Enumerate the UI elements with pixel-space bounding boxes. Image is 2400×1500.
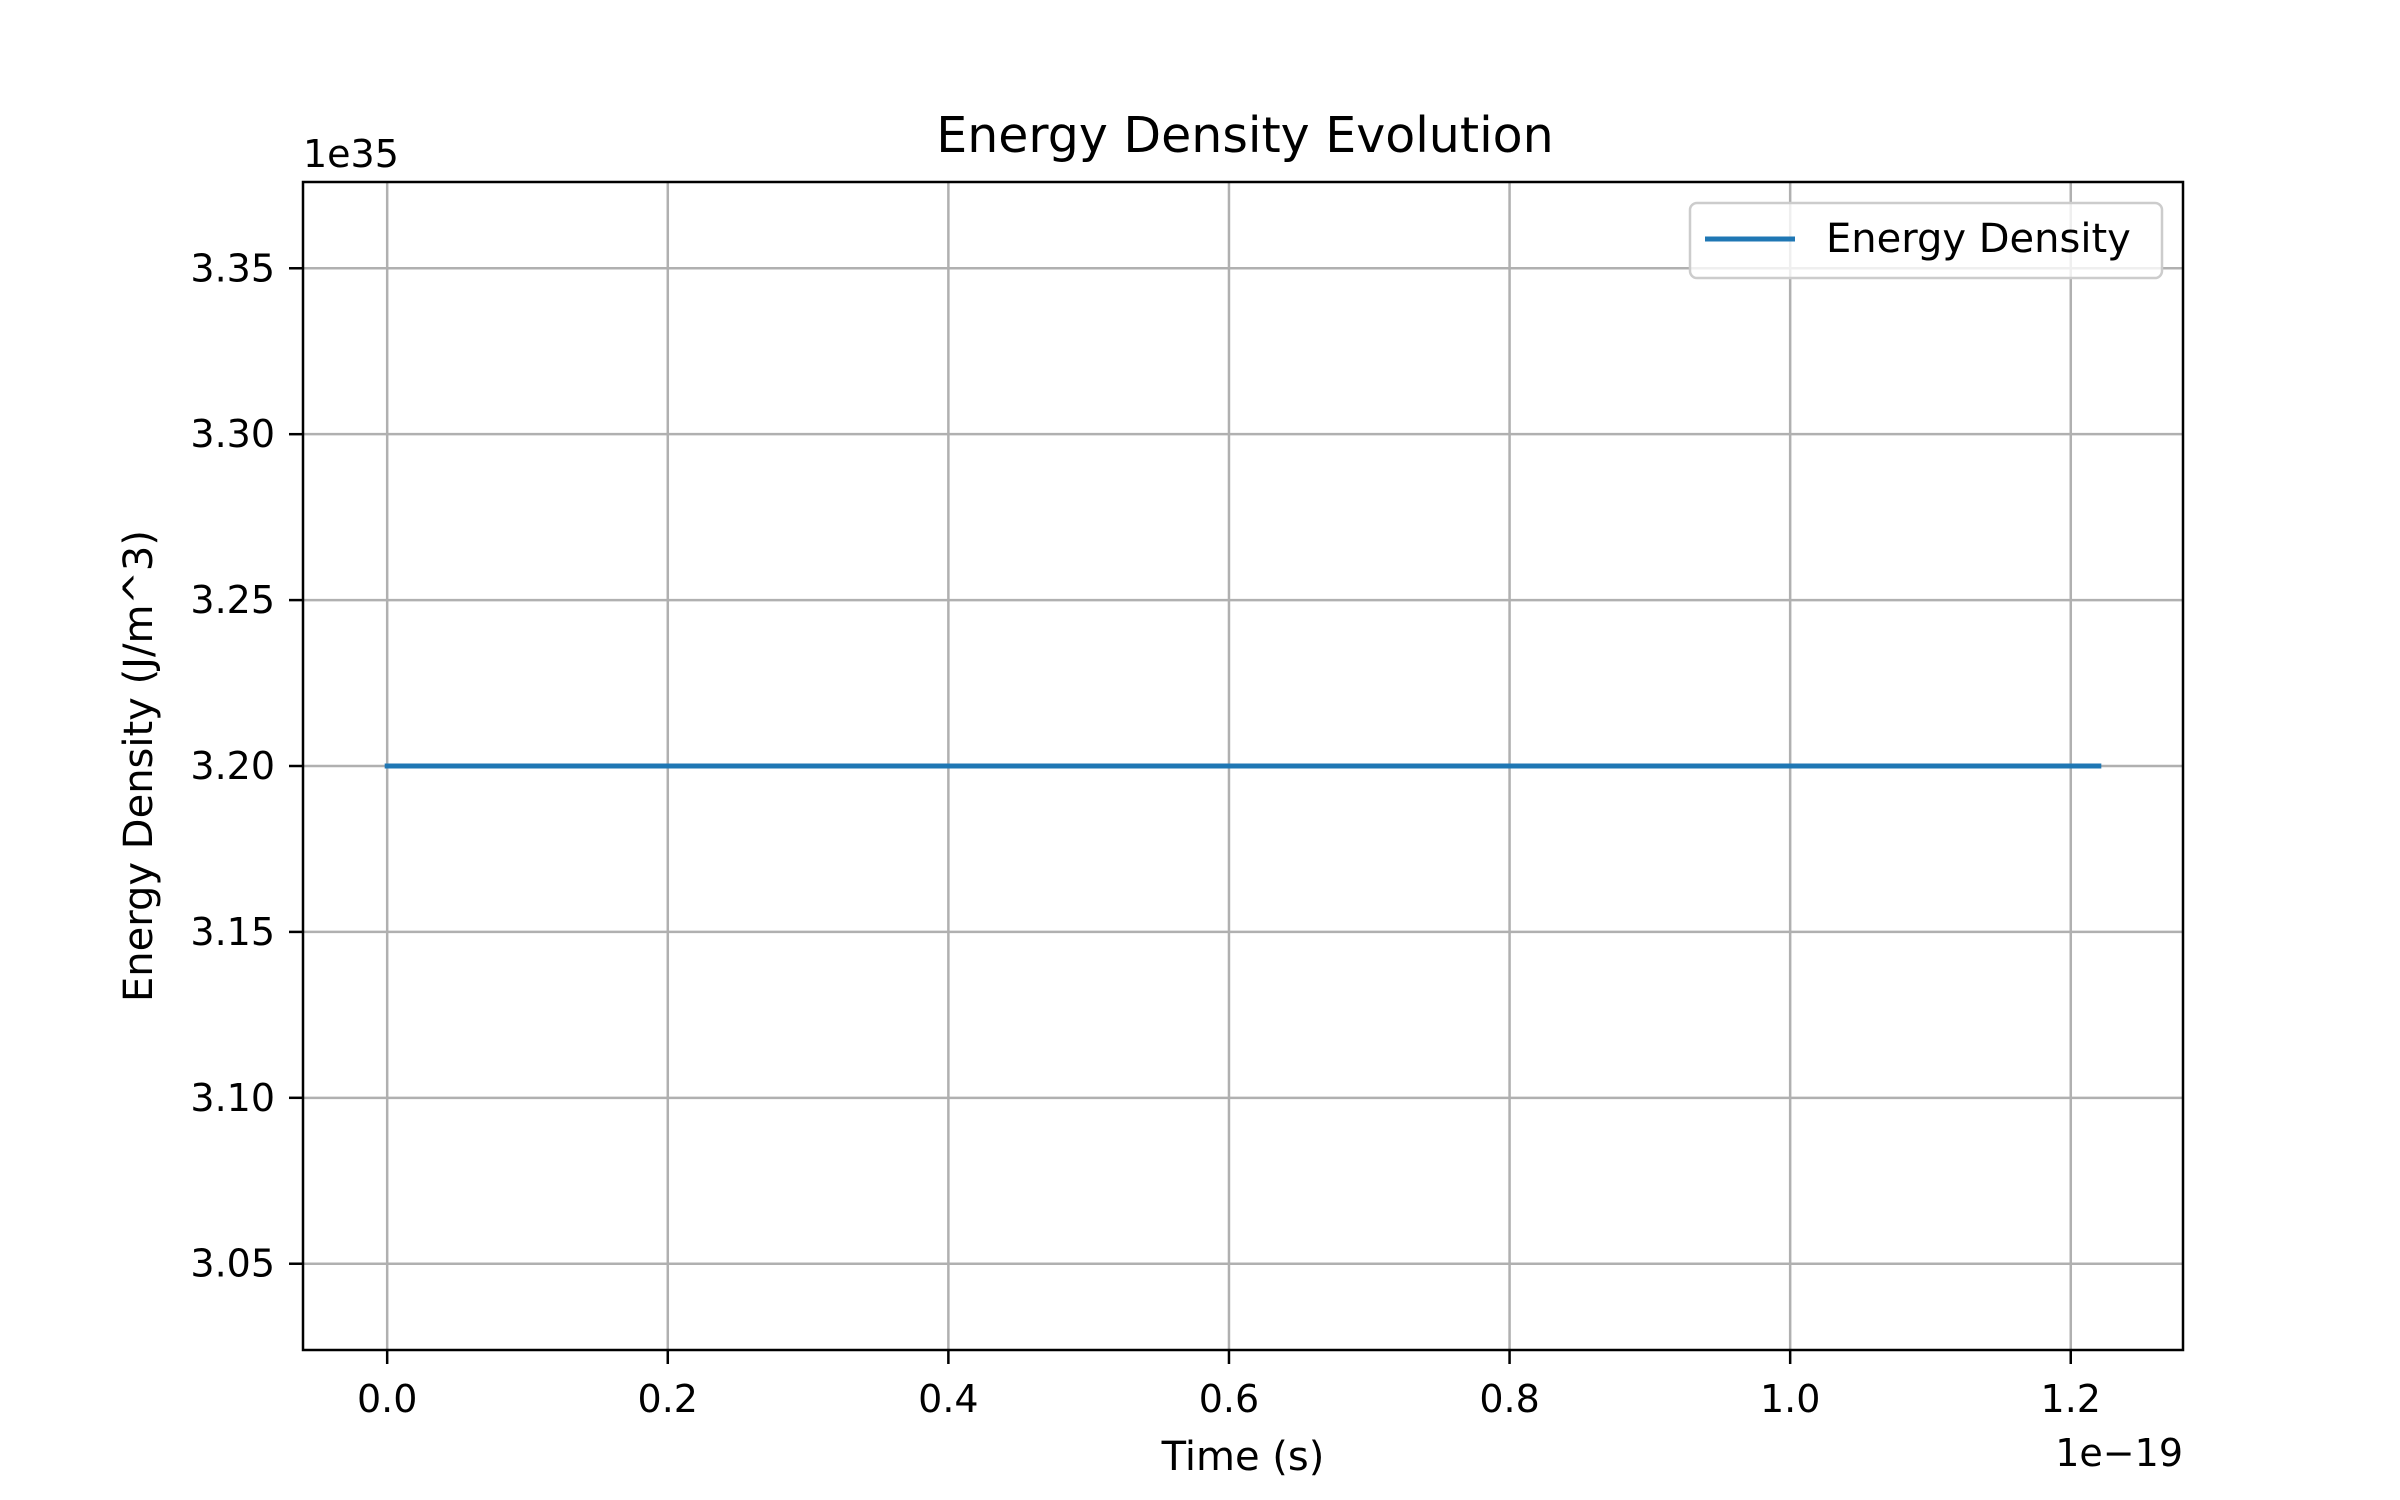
x-tick-label: 1.2 [2041,1377,2101,1421]
chart-title: Energy Density Evolution [936,107,1553,164]
y-axis-label: Energy Density (J/m^3) [116,530,162,1002]
y-tick-label: 3.30 [190,412,275,456]
y-offset-label: 1e35 [303,132,399,176]
x-tick-label: 1.0 [1760,1377,1820,1421]
x-offset-label: 1e−19 [2055,1431,2183,1475]
y-tick-label: 3.25 [190,578,275,622]
y-tick-label: 3.15 [190,910,275,954]
x-tick-label: 0.2 [638,1377,698,1421]
y-tick-label: 3.20 [190,744,275,788]
y-tick-label: 3.10 [190,1076,275,1120]
x-axis-ticks: 0.0 0.2 0.4 0.6 0.8 1.0 1.2 [357,1350,2101,1421]
legend-frame [1688,201,2164,280]
y-axis-ticks: 3.05 3.10 3.15 3.20 3.25 3.30 3.35 [190,246,303,1286]
x-tick-label: 0.8 [1479,1377,1539,1421]
x-tick-label: 0.0 [357,1377,417,1421]
y-tick-label: 3.35 [190,246,275,290]
legend-label-energy-density: Energy Density [1826,216,2131,262]
x-axis-label: Time (s) [1161,1434,1325,1480]
y-tick-label: 3.05 [190,1242,275,1286]
x-tick-label: 0.4 [918,1377,978,1421]
legend: Energy Density [1688,201,2164,280]
x-tick-label: 0.6 [1199,1377,1259,1421]
